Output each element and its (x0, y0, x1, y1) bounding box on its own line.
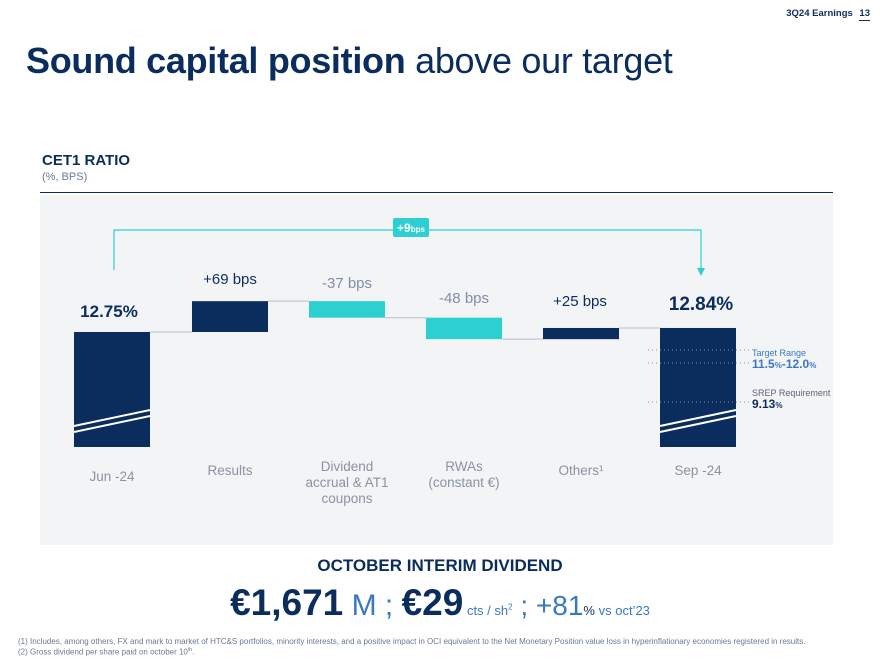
target-range-name: Target Range (752, 348, 806, 358)
page-title-rest: above our target (405, 40, 673, 81)
srep-part: 9.13 (752, 397, 776, 411)
waterfall-bar (660, 327, 736, 447)
waterfall-bar (309, 301, 385, 318)
srep-value: 9.13% (752, 397, 782, 411)
chart-section-subtitle: (%, BPS) (42, 171, 88, 183)
category-label: RWAs (445, 459, 483, 474)
change-unit: bps (411, 225, 426, 234)
footnote-1: (1) Includes, among others, FX and mark … (18, 637, 806, 646)
category-label: Jun -24 (89, 469, 135, 484)
category-label: Others¹ (558, 463, 604, 478)
change-badge-label: +9bps (397, 221, 425, 235)
data-label: -48 bps (439, 290, 489, 307)
footnote-2-tail: . (192, 647, 195, 657)
per-share-unit-text: cts / sh (463, 603, 509, 618)
category-label: Results (207, 463, 252, 478)
slide-header: 3Q24 Earnings 13 (786, 8, 870, 21)
target-range-part: - (782, 357, 786, 371)
dividend-separator: ; (512, 590, 536, 621)
section-divider (40, 192, 833, 193)
axis-break-mark (659, 415, 737, 433)
category-label: Dividend (321, 459, 374, 474)
srep-name: SREP Requirement (752, 388, 831, 398)
category-label: accrual & AT1 (305, 475, 388, 490)
axis-break-mark (73, 409, 151, 427)
axis-break-mark (73, 415, 151, 433)
dividend-growth-unit: % (583, 603, 595, 618)
waterfall-bar (426, 317, 502, 340)
per-share-footnote-ref: 2 (508, 602, 513, 612)
dividend-title: OCTOBER INTERIM DIVIDEND (317, 556, 563, 575)
footnote-2-text: (2) Gross dividend per share paid on oct… (18, 647, 188, 657)
category-label: (constant €) (428, 475, 499, 490)
dividend-amount-unit: M ; (343, 589, 402, 622)
target-range-part: % (809, 361, 816, 370)
waterfall-bar (192, 301, 268, 332)
waterfall-bar (543, 327, 619, 340)
data-label: 12.84% (669, 294, 734, 315)
target-range-value: 11.5%-12.0% (752, 357, 816, 371)
footnote-2: (2) Gross dividend per share paid on oct… (18, 647, 194, 657)
page-title-bold: Sound capital position (26, 40, 406, 81)
data-label: -37 bps (322, 275, 372, 292)
page-title: Sound capital position above our target (26, 40, 673, 82)
footnote-2-sup: th (187, 647, 193, 653)
srep-part: % (775, 401, 782, 410)
change-value: +9 (397, 221, 411, 235)
data-label: 12.75% (80, 302, 138, 321)
data-label: +69 bps (203, 271, 257, 288)
category-label: coupons (321, 491, 372, 506)
change-bracket-arrow (697, 268, 705, 276)
page-number: 13 (859, 8, 870, 21)
dividend-growth-ref: vs oct’23 (594, 603, 650, 618)
target-range-part: % (775, 361, 782, 370)
target-range-part: 12.0 (786, 357, 810, 371)
dividend-per-share-unit: cts / sh2 (463, 602, 513, 618)
target-range-part: 11.5 (752, 357, 775, 371)
dividend-growth: +81 (535, 590, 584, 621)
header-label: 3Q24 Earnings (786, 8, 853, 19)
axis-break-mark (659, 409, 737, 427)
dividend-summary: €1,671 M ; €29 cts / sh2 ; +81% vs oct’2… (0, 582, 880, 624)
dividend-per-share: €29 (401, 582, 464, 623)
data-label: +25 bps (553, 293, 607, 310)
dividend-amount: €1,671 (230, 582, 344, 623)
waterfall-bar (74, 332, 150, 447)
category-label: Sep -24 (674, 463, 722, 478)
chart-section-title: CET1 RATIO (42, 152, 131, 169)
change-badge (393, 218, 429, 237)
